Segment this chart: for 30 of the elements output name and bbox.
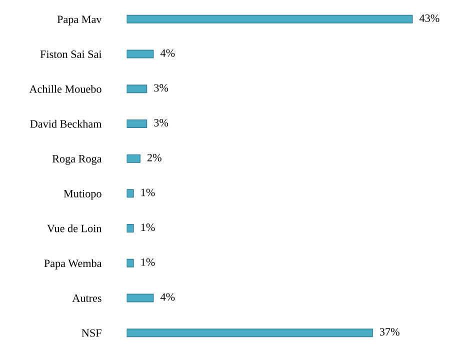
data-label: 1% xyxy=(141,258,155,266)
y-tick-label: Mutiopo xyxy=(64,190,102,200)
y-tick-label: Fiston Sai Sai xyxy=(40,50,102,58)
y-tick-label: Autres xyxy=(72,294,102,302)
data-label: 4% xyxy=(160,293,175,301)
bar xyxy=(126,14,413,24)
bar xyxy=(126,328,373,338)
bar xyxy=(126,258,134,268)
bar xyxy=(126,50,154,58)
bar xyxy=(126,294,154,302)
y-tick-label: Papa Wemba xyxy=(44,259,102,270)
y-tick-label: NSF xyxy=(82,329,102,337)
data-label: 2% xyxy=(147,154,162,162)
data-label: 1% xyxy=(141,188,155,196)
data-label: 37% xyxy=(380,328,400,336)
data-label: 3% xyxy=(154,84,168,92)
data-label: 3% xyxy=(154,119,168,127)
data-label: 4% xyxy=(160,49,175,57)
bar xyxy=(126,154,140,163)
data-label: 1% xyxy=(141,224,155,232)
y-tick-label: Vue de Loin xyxy=(47,224,102,232)
y-tick-label: Roga Roga xyxy=(52,155,102,165)
y-tick-label: Papa Mav xyxy=(57,16,102,26)
y-tick-label: Achille Mouebo xyxy=(29,85,102,93)
bar xyxy=(126,84,148,94)
y-tick-label: David Beckham xyxy=(30,120,102,128)
data-label: 43% xyxy=(420,14,440,22)
bar xyxy=(126,224,134,233)
bar xyxy=(126,119,148,128)
bar xyxy=(126,189,134,198)
